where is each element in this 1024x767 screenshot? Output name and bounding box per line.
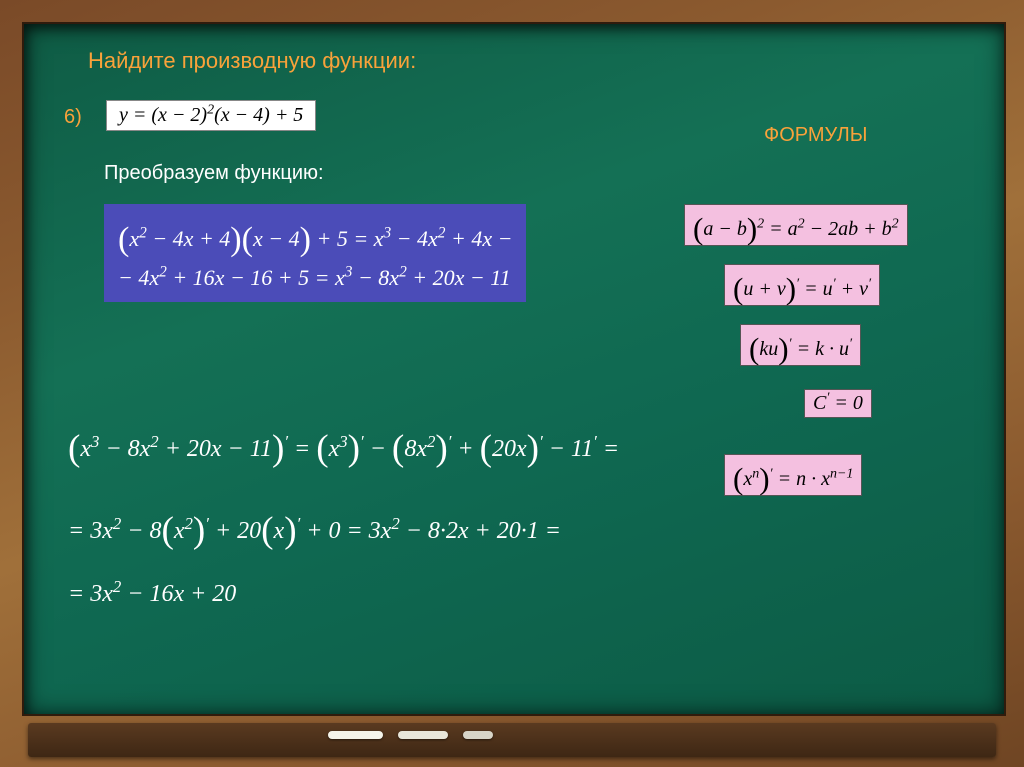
formula-constant-multiple: (ku)′ = k · u′ (740, 324, 861, 366)
formula-constant: C′ = 0 (804, 389, 872, 418)
chalkboard-frame: Найдите производную функции: 6) y = (x −… (0, 0, 1024, 767)
subtitle: Преобразуем функцию: (104, 162, 324, 185)
page-title: Найдите производную функции: (88, 48, 416, 74)
solution-line: = 3x2 − 8(x2)′ + 20(x)′ + 0 = 3x2 − 8·2x… (68, 486, 619, 568)
formulas-header: ФОРМУЛЫ (764, 124, 867, 147)
solution-line: (x3 − 8x2 + 20x − 11)′ = (x3)′ − (8x2)′ … (68, 404, 619, 486)
chalk-piece (463, 731, 493, 739)
formula-square-diff: (a − b)2 = a2 − 2ab + b2 (684, 204, 908, 246)
chalk-piece (398, 731, 448, 739)
derivative-solution: (x3 − 8x2 + 20x − 11)′ = (x3)′ − (8x2)′ … (68, 404, 619, 620)
chalk-tray (28, 723, 996, 757)
problem-number: 6) (64, 106, 82, 129)
work-line: − 4x2 + 16x − 16 + 5 = x3 − 8x2 + 20x − … (118, 261, 512, 294)
formula-power-rule: (xn)′ = n · xn−1 (724, 454, 862, 496)
chalk-piece (328, 731, 383, 739)
solution-line: = 3x2 − 16x + 20 (68, 568, 619, 621)
expansion-work: (x2 − 4x + 4)(x − 4) + 5 = x3 − 4x2 + 4x… (104, 204, 526, 302)
work-line: (x2 − 4x + 4)(x − 4) + 5 = x3 − 4x2 + 4x… (118, 210, 512, 261)
problem-equation: y = (x − 2)2(x − 4) + 5 (106, 100, 316, 131)
chalkboard: Найдите производную функции: 6) y = (x −… (22, 22, 1006, 716)
formula-sum-derivative: (u + v)′ = u′ + v′ (724, 264, 880, 306)
